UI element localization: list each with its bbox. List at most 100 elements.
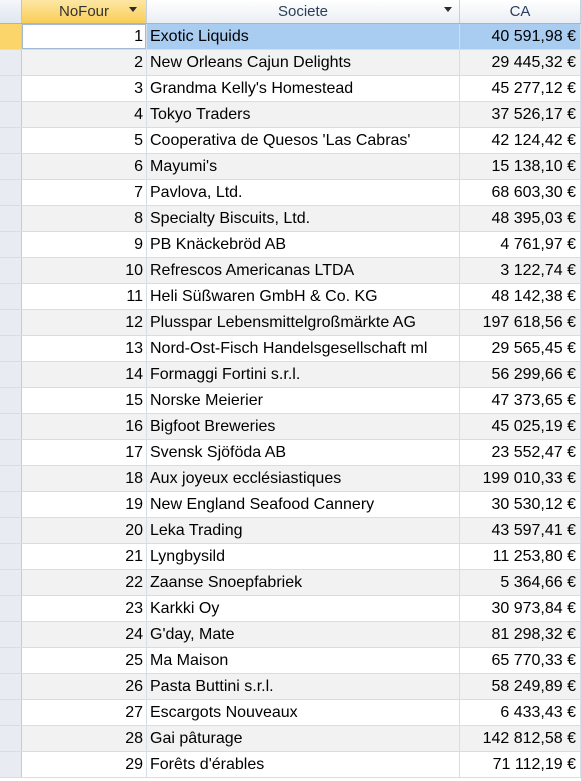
- cell-societe[interactable]: Escargots Nouveaux: [147, 700, 460, 725]
- cell-ca[interactable]: 3 122,74 €: [460, 258, 581, 283]
- cell-ca[interactable]: 30 530,12 €: [460, 492, 581, 517]
- cell-nofour[interactable]: 19: [22, 492, 147, 517]
- record-selector[interactable]: [0, 258, 22, 283]
- cell-nofour[interactable]: 4: [22, 102, 147, 127]
- cell-societe[interactable]: Ma Maison: [147, 648, 460, 673]
- cell-nofour[interactable]: 5: [22, 128, 147, 153]
- record-selector[interactable]: [0, 414, 22, 439]
- cell-ca[interactable]: 30 973,84 €: [460, 596, 581, 621]
- cell-nofour[interactable]: 8: [22, 206, 147, 231]
- record-selector[interactable]: [0, 232, 22, 257]
- cell-ca[interactable]: 199 010,33 €: [460, 466, 581, 491]
- record-selector[interactable]: [0, 440, 22, 465]
- cell-nofour[interactable]: 11: [22, 284, 147, 309]
- table-row[interactable]: 13 Nord-Ost-Fisch Handelsgesellschaft ml 2…: [0, 336, 581, 362]
- cell-ca[interactable]: 5 364,66 €: [460, 570, 581, 595]
- cell-nofour[interactable]: 26: [22, 674, 147, 699]
- record-selector[interactable]: [0, 388, 22, 413]
- cell-ca[interactable]: 45 025,19 €: [460, 414, 581, 439]
- table-row[interactable]: 26 Pasta Buttini s.r.l. 58 249,89 €: [0, 674, 581, 700]
- cell-ca[interactable]: 58 249,89 €: [460, 674, 581, 699]
- cell-ca[interactable]: 4 761,97 €: [460, 232, 581, 257]
- cell-societe[interactable]: Bigfoot Breweries: [147, 414, 460, 439]
- table-row[interactable]: 29 Forêts d'érables 71 112,19 €: [0, 752, 581, 778]
- cell-ca[interactable]: 29 445,32 €: [460, 50, 581, 75]
- table-row[interactable]: 28 Gai pâturage 142 812,58 €: [0, 726, 581, 752]
- cell-societe[interactable]: Forêts d'érables: [147, 752, 460, 777]
- cell-nofour[interactable]: 2: [22, 50, 147, 75]
- cell-ca[interactable]: 142 812,58 €: [460, 726, 581, 751]
- record-selector[interactable]: [0, 596, 22, 621]
- cell-societe[interactable]: PB Knäckebröd AB: [147, 232, 460, 257]
- cell-ca[interactable]: 37 526,17 €: [460, 102, 581, 127]
- cell-societe[interactable]: Specialty Biscuits, Ltd.: [147, 206, 460, 231]
- table-row[interactable]: 3 Grandma Kelly's Homestead 45 277,12 €: [0, 76, 581, 102]
- cell-societe[interactable]: Lyngbysild: [147, 544, 460, 569]
- cell-societe[interactable]: G'day, Mate: [147, 622, 460, 647]
- cell-societe[interactable]: New Orleans Cajun Delights: [147, 50, 460, 75]
- cell-societe[interactable]: Formaggi Fortini s.r.l.: [147, 362, 460, 387]
- record-selector[interactable]: [0, 570, 22, 595]
- cell-nofour[interactable]: 16: [22, 414, 147, 439]
- cell-societe[interactable]: Leka Trading: [147, 518, 460, 543]
- cell-societe[interactable]: Exotic Liquids: [147, 24, 460, 49]
- cell-ca[interactable]: 15 138,10 €: [460, 154, 581, 179]
- cell-ca[interactable]: 68 603,30 €: [460, 180, 581, 205]
- table-row[interactable]: 21 Lyngbysild 11 253,80 €: [0, 544, 581, 570]
- cell-societe[interactable]: Plusspar Lebensmittelgroßmärkte AG: [147, 310, 460, 335]
- record-selector[interactable]: [0, 466, 22, 491]
- table-row[interactable]: 23 Karkki Oy 30 973,84 €: [0, 596, 581, 622]
- cell-societe[interactable]: Gai pâturage: [147, 726, 460, 751]
- table-row[interactable]: 17 Svensk Sjöföda AB 23 552,47 €: [0, 440, 581, 466]
- cell-ca[interactable]: 65 770,33 €: [460, 648, 581, 673]
- table-row[interactable]: 24 G'day, Mate 81 298,32 €: [0, 622, 581, 648]
- cell-societe[interactable]: Aux joyeux ecclésiastiques: [147, 466, 460, 491]
- cell-societe[interactable]: Pasta Buttini s.r.l.: [147, 674, 460, 699]
- table-row[interactable]: 18 Aux joyeux ecclésiastiques 199 010,33 €: [0, 466, 581, 492]
- record-selector[interactable]: [0, 700, 22, 725]
- table-row[interactable]: 9 PB Knäckebröd AB 4 761,97 €: [0, 232, 581, 258]
- record-selector[interactable]: [0, 492, 22, 517]
- cell-nofour[interactable]: 12: [22, 310, 147, 335]
- cell-societe[interactable]: Heli Süßwaren GmbH & Co. KG: [147, 284, 460, 309]
- record-selector[interactable]: [0, 310, 22, 335]
- record-selector[interactable]: [0, 648, 22, 673]
- cell-ca[interactable]: 23 552,47 €: [460, 440, 581, 465]
- cell-ca[interactable]: 56 299,66 €: [460, 362, 581, 387]
- table-row[interactable]: 19 New England Seafood Cannery 30 530,12 €: [0, 492, 581, 518]
- record-selector[interactable]: [0, 24, 22, 49]
- record-selector[interactable]: [0, 180, 22, 205]
- cell-nofour[interactable]: 25: [22, 648, 147, 673]
- cell-ca[interactable]: 11 253,80 €: [460, 544, 581, 569]
- cell-ca[interactable]: 29 565,45 €: [460, 336, 581, 361]
- cell-nofour[interactable]: 1: [22, 24, 147, 49]
- cell-nofour[interactable]: 21: [22, 544, 147, 569]
- cell-ca[interactable]: 47 373,65 €: [460, 388, 581, 413]
- cell-nofour[interactable]: 15: [22, 388, 147, 413]
- cell-ca[interactable]: 40 591,98 €: [460, 24, 581, 49]
- cell-societe[interactable]: Norske Meierier: [147, 388, 460, 413]
- cell-ca[interactable]: 45 277,12 €: [460, 76, 581, 101]
- cell-nofour[interactable]: 10: [22, 258, 147, 283]
- cell-societe[interactable]: Mayumi's: [147, 154, 460, 179]
- cell-nofour[interactable]: 14: [22, 362, 147, 387]
- cell-ca[interactable]: 71 112,19 €: [460, 752, 581, 777]
- table-row[interactable]: 25 Ma Maison 65 770,33 €: [0, 648, 581, 674]
- cell-nofour[interactable]: 13: [22, 336, 147, 361]
- cell-societe[interactable]: Cooperativa de Quesos 'Las Cabras': [147, 128, 460, 153]
- cell-ca[interactable]: 6 433,43 €: [460, 700, 581, 725]
- record-selector[interactable]: [0, 206, 22, 231]
- cell-societe[interactable]: Pavlova, Ltd.: [147, 180, 460, 205]
- table-row[interactable]: 20 Leka Trading 43 597,41 €: [0, 518, 581, 544]
- cell-nofour[interactable]: 29: [22, 752, 147, 777]
- cell-societe[interactable]: Zaanse Snoepfabriek: [147, 570, 460, 595]
- cell-societe[interactable]: New England Seafood Cannery: [147, 492, 460, 517]
- column-header-societe[interactable]: Societe: [147, 0, 460, 23]
- cell-nofour[interactable]: 18: [22, 466, 147, 491]
- table-row[interactable]: 1 Exotic Liquids 40 591,98 €: [0, 24, 581, 50]
- cell-nofour[interactable]: 7: [22, 180, 147, 205]
- record-selector[interactable]: [0, 336, 22, 361]
- record-selector[interactable]: [0, 76, 22, 101]
- table-row[interactable]: 27 Escargots Nouveaux 6 433,43 €: [0, 700, 581, 726]
- column-header-ca[interactable]: CA: [460, 0, 581, 23]
